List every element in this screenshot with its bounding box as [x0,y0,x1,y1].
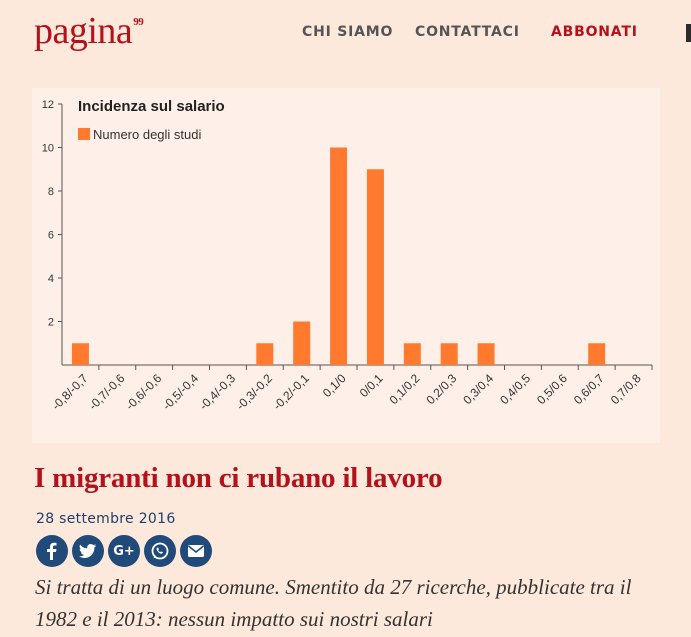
y-tick-label: 4 [48,273,54,285]
x-tick-label: 0,1/0 [320,371,349,400]
logo-superscript: 99 [133,16,144,28]
y-tick-label: 8 [48,186,54,198]
article-date: 28 settembre 2016 [36,511,176,527]
x-tick-label: 0,4/0,5 [497,371,533,407]
legend-label: Numero degli studi [93,127,201,142]
whatsapp-icon [151,542,169,560]
y-tick-label: 10 [42,143,54,155]
google-plus-share-button[interactable]: G+ [108,535,140,567]
x-tick-label: 0,1/0,2 [387,371,423,407]
x-tick-label: -0,5/-0,4 [160,371,202,413]
bar-chart: 2 4 6 8 10 12 -0,8/-0,7-0,7/-0,6-0,6/-0,6-0,5/… [42,98,653,413]
scrollbar-edge [686,24,691,42]
site-header: pagina99 CHI SIAMO CONTATTACI ABBONATI [0,0,691,64]
y-tick-label: 2 [48,317,54,329]
email-share-button[interactable] [180,535,212,567]
y-tick-label: 12 [42,99,54,111]
facebook-icon [47,542,57,560]
share-buttons: G+ [36,535,212,567]
bar [366,169,384,365]
bar [403,343,421,365]
x-tick-label: -0,8/-0,7 [49,371,91,413]
site-logo[interactable]: pagina99 [34,8,144,63]
x-tick-label: -0,3/-0,2 [233,371,275,413]
x-tick-label: 0,3/0,4 [460,371,496,407]
x-tick-label: -0,2/-0,1 [270,371,312,413]
chart-title: Incidenza sul salario [78,98,225,115]
bar [293,321,311,365]
bar [477,343,495,365]
twitter-share-button[interactable] [72,535,104,567]
facebook-share-button[interactable] [36,535,68,567]
x-tick-label: 0/0,1 [357,371,386,400]
nav-chi-siamo[interactable]: CHI SIAMO [302,24,394,40]
y-tick-label: 6 [48,230,54,242]
x-tick-label: 0,2/0,3 [423,371,459,407]
x-tick-label: 0,5/0,6 [534,371,570,407]
legend-swatch [78,128,90,140]
chart-figure: 2 4 6 8 10 12 -0,8/-0,7 -0,7/-0,6 -0,6/-0,6 -0,5/… [32,88,660,443]
x-tick-label: 0,7/0,8 [608,371,644,407]
x-tick-label: -0,7/-0,6 [86,371,128,413]
article-lead: Si tratta di un luogo comune. Smentito d… [35,575,632,631]
bar [71,343,89,365]
google-plus-icon: G+ [113,543,135,559]
logo-text[interactable]: pagina [34,10,133,52]
x-tick-label: -0,4/-0,3 [197,371,239,413]
bar [588,343,606,365]
whatsapp-share-button[interactable] [144,535,176,567]
twitter-icon [79,544,96,558]
bar [256,343,274,365]
article-title: I migranti non ci rubano il lavoro [34,462,443,494]
nav-contattaci[interactable]: CONTATTACI [415,24,520,40]
nav-abbonati[interactable]: ABBONATI [551,24,638,40]
email-icon [188,545,204,557]
bar [330,147,348,365]
bar [440,343,458,365]
x-tick-label: -0,6/-0,6 [123,371,165,413]
x-tick-label: 0,6/0,7 [571,371,607,407]
